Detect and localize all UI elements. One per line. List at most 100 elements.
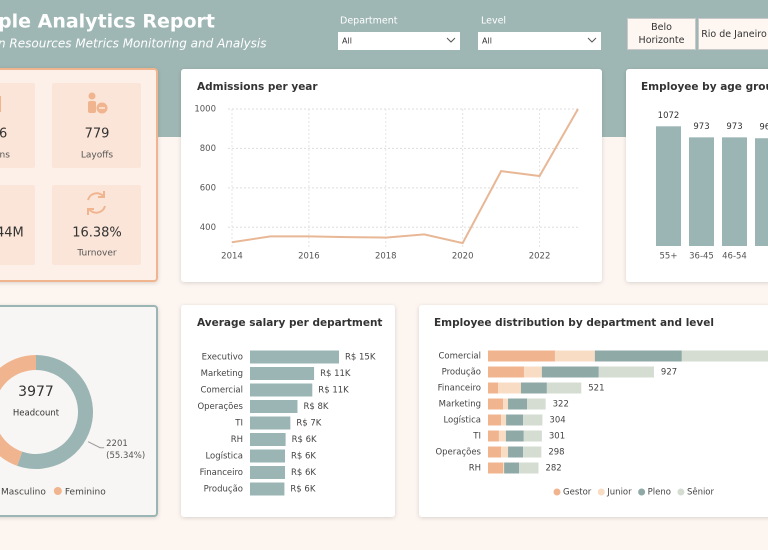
report-subtitle: n Resources Metrics Monitoring and Analy…: [0, 37, 267, 51]
bar: [250, 383, 313, 397]
legend-marker: [638, 488, 646, 496]
bar-segment: [488, 350, 555, 362]
bar: [689, 137, 714, 246]
kpi-tile: [52, 83, 141, 168]
bar: [250, 482, 285, 496]
legend-marker: [597, 488, 605, 496]
bar-segment: [541, 366, 599, 378]
chart-title: Employee by age group: [641, 81, 768, 93]
value-label: 973: [726, 122, 742, 132]
y-tick-label: Operações: [197, 402, 243, 412]
kpi-label: Turnover: [76, 249, 116, 259]
filter-value[interactable]: All: [482, 37, 492, 46]
bar-segment: [523, 414, 543, 426]
y-tick-label: Produção: [204, 485, 243, 495]
turnover-icon: [87, 191, 106, 215]
filter-select[interactable]: [478, 32, 601, 50]
bar-segment: [488, 430, 499, 442]
y-tick-label: RH: [231, 435, 243, 445]
y-tick-label: Financeiro: [438, 384, 481, 394]
legend-label: Feminino: [65, 488, 106, 498]
chart-title: Average salary per department: [197, 317, 382, 329]
y-tick-label: RH: [469, 464, 481, 474]
bar-segment: [594, 350, 682, 362]
value-label: 973: [693, 122, 709, 132]
bar-segment: [505, 430, 524, 442]
bar: [250, 449, 286, 463]
chevron: [587, 37, 597, 43]
legend-label: Junior: [606, 488, 632, 498]
value-label: R$ 7K: [296, 419, 321, 429]
bar-segment: [504, 462, 520, 474]
chart-title: Employee distribution by department and …: [434, 317, 714, 329]
x-tick-label: 2022: [529, 252, 551, 262]
report-title: ple Analytics Report: [0, 11, 215, 33]
bar-segment: [503, 398, 509, 410]
kpi-value: 779: [85, 127, 110, 142]
y-tick-label: Operações: [435, 448, 481, 458]
filter-select[interactable]: [338, 32, 460, 50]
value-label: R$ 6K: [291, 452, 316, 462]
x-tick-label: 2016: [298, 252, 320, 262]
kpi-tile: [52, 185, 141, 265]
filter-value[interactable]: All: [342, 37, 352, 46]
chevron: [446, 37, 456, 43]
y-tick-label: Marketing: [439, 400, 481, 410]
legend-label: Sênior: [687, 487, 715, 498]
x-tick-label: 46-54: [722, 252, 747, 262]
chart-title: Admissions per year: [197, 81, 318, 93]
bar-segment: [498, 430, 506, 442]
bar-segment: [488, 462, 504, 474]
value-label: R$ 15K: [345, 353, 376, 363]
y-tick-label: Executivo: [202, 353, 243, 363]
bar: [250, 433, 286, 446]
bar-segment: [488, 366, 524, 378]
value-label: R$ 6K: [292, 435, 317, 445]
card-titles: Admissions per year Employee by age grou…: [197, 81, 768, 329]
city-button[interactable]: Belo Horizonte: [627, 18, 696, 50]
city-button[interactable]: Rio de Janeiro: [698, 18, 768, 50]
leader-line: [87, 441, 105, 449]
y-tick-label: Marketing: [201, 369, 243, 379]
bar-segment: [488, 414, 502, 426]
card: [419, 305, 768, 517]
y-tick-label: 1000: [194, 105, 216, 115]
bar-segment: [503, 462, 505, 474]
y-tick-label: Comercial: [200, 386, 243, 396]
kpi-value: 44M: [0, 226, 24, 241]
data-label: 2201: [106, 439, 128, 449]
x-tick-label: 2018: [375, 252, 397, 262]
bar: [656, 126, 681, 246]
value-label: R$ 11K: [318, 386, 349, 396]
bar-segment: [508, 398, 528, 410]
kpi-tile: [0, 83, 35, 168]
kpi-value: 16.38%: [72, 226, 122, 241]
bar-segment: [598, 366, 654, 378]
kpi-label: ons: [0, 151, 10, 161]
layoff-icon: [88, 92, 108, 114]
center-label: Headcount: [13, 409, 60, 419]
bar: [250, 416, 291, 430]
x-tick-label: 36-45: [689, 252, 714, 262]
x-tick-label: 2020: [452, 252, 474, 262]
value-label: 1072: [658, 111, 680, 121]
donut-slice: [0, 355, 36, 466]
bar-segment: [501, 446, 509, 458]
legend-label: Gestor: [563, 488, 592, 498]
y-tick-label: 600: [200, 183, 216, 193]
kpi-tile: [0, 185, 35, 265]
bar: [722, 137, 747, 246]
y-tick-label: Produção: [442, 368, 481, 378]
bar-segment: [681, 350, 768, 362]
bar: [250, 367, 315, 380]
bar-segment: [501, 414, 507, 426]
total-label: 304: [549, 416, 565, 426]
value-label: R$ 6K: [290, 485, 315, 495]
bar: [250, 466, 286, 479]
bar-segment: [498, 382, 521, 394]
y-tick-label: 800: [200, 144, 216, 154]
total-label: 927: [661, 368, 677, 378]
legend-marker: [553, 488, 561, 496]
x-tick-label: 55+: [660, 252, 678, 262]
